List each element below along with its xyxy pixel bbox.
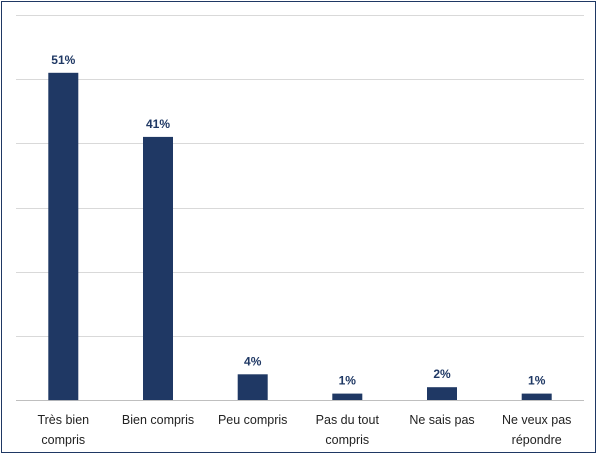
data-label: 1% [528,374,546,388]
data-label: 1% [339,374,357,388]
category-label: compris [325,433,369,447]
category-label: Bien compris [122,413,194,427]
data-labels: 51% 41% 4% 1% 2% 1% [51,53,545,388]
data-label: 2% [433,367,451,381]
category-label: Peu compris [218,413,287,427]
bar [427,387,457,400]
category-label: Très bien [37,413,89,427]
data-label: 51% [51,53,75,67]
bar [521,393,552,400]
bar [332,393,363,400]
data-label: 4% [244,354,262,368]
category-label: répondre [512,433,562,447]
category-label: compris [41,433,85,447]
category-labels: Très bien compris Bien compris Peu compris P… [37,413,571,447]
bar [48,72,79,401]
data-label: 41% [146,117,170,131]
category-label: Pas du tout [316,413,380,427]
bar [143,136,173,400]
category-label: Ne veux pas [502,413,571,427]
category-label: Ne sais pas [409,413,474,427]
bars [48,72,552,401]
gridlines [16,15,584,401]
bar [237,374,268,400]
